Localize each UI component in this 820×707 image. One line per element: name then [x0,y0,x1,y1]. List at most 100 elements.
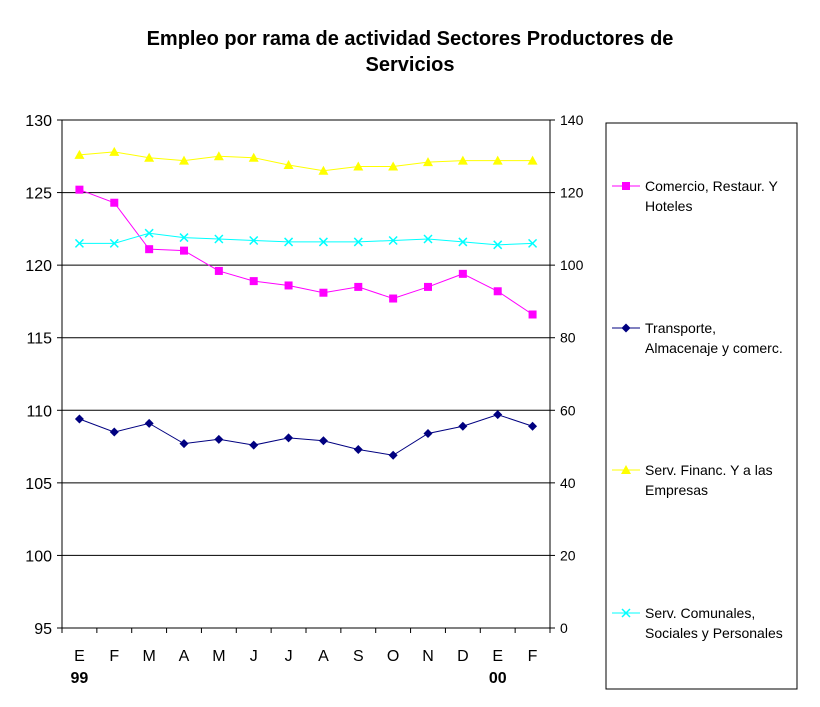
legend-label-2: Empresas [645,482,708,498]
left-tick-label: 130 [25,113,52,130]
legend-label-0: Comercio, Restaur. Y [645,178,778,194]
series-0-point [354,282,363,291]
legend-label-2: Serv. Financ. Y a las [645,462,773,478]
series-1-point [493,410,503,420]
series-2-point [213,151,224,161]
series-0-point [528,310,537,319]
series-2-point [109,146,120,156]
x-year-label: 00 [489,670,507,687]
series-0-point [493,287,502,296]
left-tick-label: 100 [25,548,52,565]
series-line-2 [79,151,533,172]
series-0-point [389,294,398,303]
series-0-point [284,281,293,290]
axes [61,120,551,629]
legend-label-0: Hoteles [645,198,692,214]
series-1-point [423,429,433,439]
right-tick-label: 120 [560,185,584,201]
series-1-point [214,434,224,444]
right-tick-label: 140 [560,112,584,128]
series-2-point [492,155,503,165]
series-2-point [74,149,85,159]
legend-marker-3 [621,608,631,618]
series-1-point [388,450,398,460]
series-3-point [318,237,328,247]
right-tick-label: 100 [560,257,584,273]
series-line-0 [79,189,533,315]
series-3-point [179,233,189,243]
series-2-point [318,165,329,175]
series-1-point [458,421,468,431]
legend-label-1: Almacenaje y comerc. [645,340,783,356]
x-tick-label: F [109,648,119,665]
right-tick-label: 40 [560,475,576,491]
left-axis-ticks: 95 100 105 110 115 120 125 130 [25,113,62,638]
series-0-point [145,245,154,254]
series-1-point [109,427,119,437]
series-3-point [458,237,468,247]
series-2-point [423,157,433,167]
left-tick-label: 105 [25,476,52,493]
series-lines [74,146,538,460]
left-tick-label: 110 [26,403,52,420]
series-0-point [249,277,258,286]
series-3-point [284,237,294,247]
category-axis-labels: E F M A M J J A S O N D E F 99 00 [61,628,551,687]
x-tick-label: S [353,648,364,665]
right-tick-label: 60 [560,402,576,418]
x-year-label: 99 [71,670,89,687]
x-tick-label: N [422,648,434,665]
series-2-point [457,155,468,165]
series-1-point [249,440,259,450]
series-1-point [528,421,538,431]
series-3-point [493,240,503,250]
right-axis-ticks: 0 20 40 60 80 100 120 140 [550,112,584,636]
left-tick-label: 115 [26,331,52,348]
series-0-point [180,246,188,255]
legend-label-3: Serv. Comunales, [645,605,755,621]
series-2-point [388,161,399,171]
right-tick-label: 80 [560,330,576,346]
series-0-point [214,266,223,275]
x-tick-label: E [492,648,503,665]
right-tick-label: 0 [560,620,568,636]
series-1-point [353,444,363,454]
x-tick-label: A [318,648,329,665]
series-2-point [248,152,259,162]
x-tick-label: M [212,648,225,665]
series-line-3 [79,232,533,246]
x-tick-label: J [285,648,293,665]
x-tick-label: O [387,648,399,665]
chart-title-line-2: Servicios [366,54,455,76]
series-line-1 [79,414,533,456]
series-3-point [353,237,363,247]
series-2-point [283,159,294,169]
legend-marker-0 [622,182,630,190]
legend-box [605,122,798,690]
series-1-point [74,414,84,424]
legend-marker-2 [621,465,631,474]
series-0-point [75,185,84,194]
gridlines [62,119,550,556]
series-2-point [179,155,189,165]
legend: Comercio, Restaur. Y Hoteles Transporte, Al… [612,178,783,641]
legend-label-1: Transporte, [645,320,716,336]
x-tick-label: D [457,648,469,665]
series-2-point [527,155,538,165]
x-tick-label: F [528,648,538,665]
series-0-point [110,198,119,207]
series-3-point [109,238,119,248]
series-1-point [284,433,294,443]
series-2-point [144,152,155,162]
chart-title-line-1: Empleo por rama de actividad Sectores Pr… [147,28,674,50]
series-3-point [388,235,398,245]
left-tick-label: 120 [25,258,52,275]
x-tick-label: J [250,648,258,665]
legend-label-3: Sociales y Personales [645,625,783,641]
series-0-point [458,269,467,278]
left-tick-label: 125 [25,186,52,203]
series-0-point [424,282,432,291]
series-1-point [318,436,328,446]
series-1-point [144,418,154,428]
